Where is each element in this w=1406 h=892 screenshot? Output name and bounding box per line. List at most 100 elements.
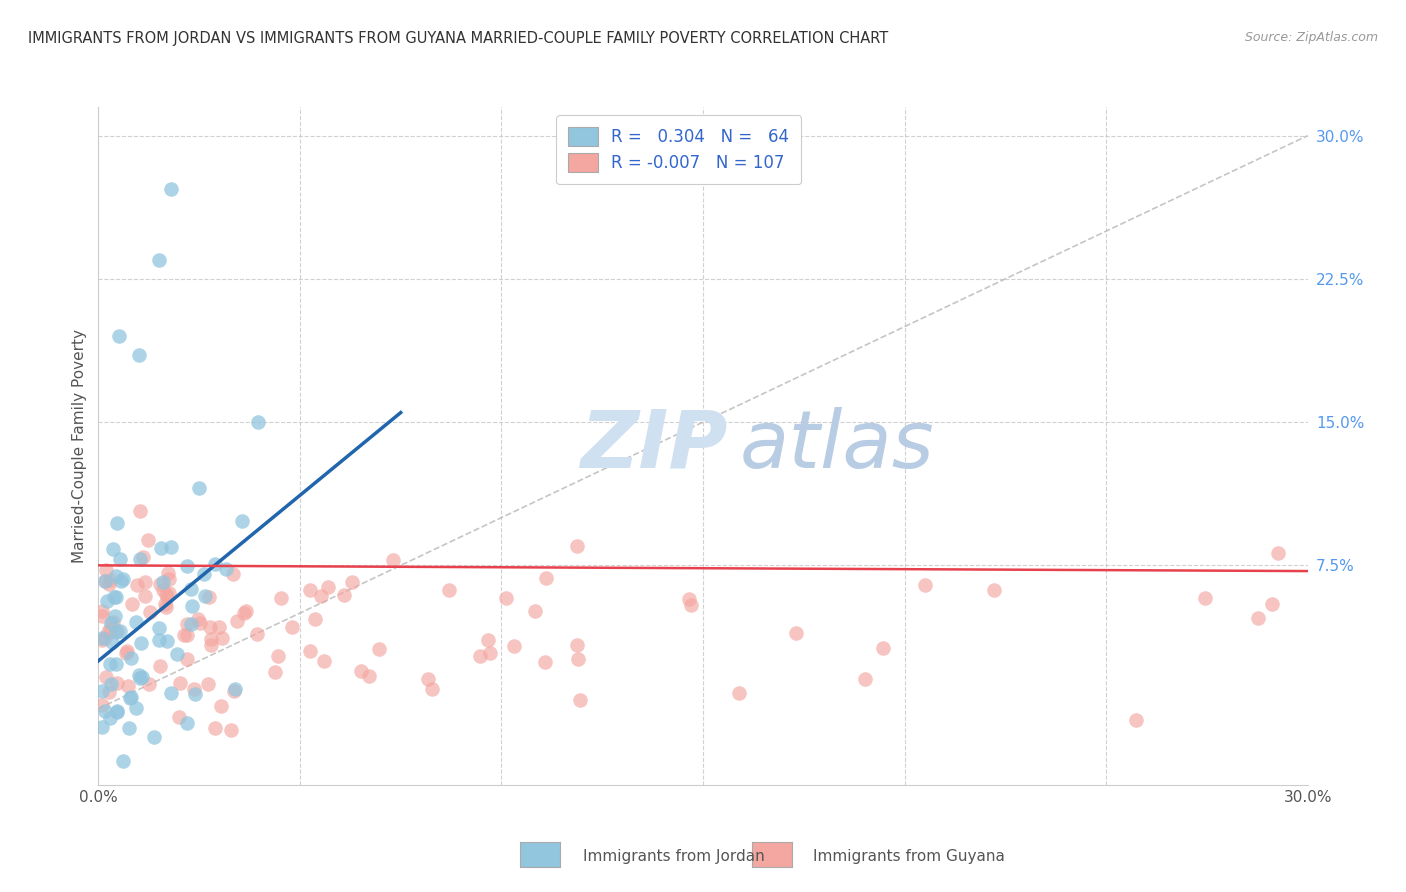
Point (983, 582, 1005, 597)
Point (304, 612, 326, 626)
Point (221, 723, 243, 737)
Point (173, 628, 195, 642)
Point (111, 754, 134, 768)
Point (136, 533, 159, 547)
Point (105, 705, 128, 719)
Point (96, 563, 118, 577)
Point (155, 600, 177, 615)
Point (124, 701, 146, 715)
Point (567, 638, 589, 652)
Point (534, 571, 557, 585)
Point (184, 687, 207, 701)
Point (100, 573, 122, 587)
Point (350, 665, 373, 679)
Point (103, 590, 125, 604)
Point (914, 578, 936, 592)
Point (183, 682, 205, 697)
Point (231, 514, 253, 528)
Point (91, 698, 114, 713)
Point (565, 539, 588, 553)
Point (148, 252, 170, 267)
Point (98, 621, 121, 635)
Point (94, 631, 117, 645)
Point (104, 657, 127, 672)
Point (270, 591, 292, 605)
Point (148, 621, 170, 635)
Point (94, 574, 117, 588)
Text: IMMIGRANTS FROM JORDAN VS IMMIGRANTS FROM GUYANA MARRIED-COUPLE FAMILY POVERTY C: IMMIGRANTS FROM JORDAN VS IMMIGRANTS FRO… (28, 31, 889, 46)
Point (110, 574, 132, 588)
Point (91, 633, 114, 648)
Point (94, 670, 117, 684)
Point (120, 690, 142, 705)
Point (180, 582, 202, 596)
Point (101, 541, 124, 556)
Text: atlas: atlas (740, 407, 934, 485)
Point (263, 665, 285, 679)
Point (159, 541, 181, 555)
Point (101, 635, 124, 649)
Point (785, 625, 807, 640)
Point (91, 720, 114, 734)
Point (128, 504, 150, 518)
Point (215, 562, 238, 576)
Point (340, 575, 363, 590)
Point (148, 632, 170, 647)
Point (114, 646, 136, 660)
Point (105, 516, 128, 530)
Point (149, 658, 172, 673)
Point (204, 721, 226, 735)
Point (333, 588, 356, 602)
Point (139, 605, 162, 619)
Point (180, 616, 202, 631)
Point (105, 590, 128, 604)
Point (281, 619, 304, 633)
Text: Immigrants from Jordan: Immigrants from Jordan (583, 849, 765, 863)
Point (121, 597, 143, 611)
Point (368, 642, 391, 657)
Point (1125, 713, 1147, 727)
Point (211, 631, 233, 645)
Point (160, 686, 183, 700)
Point (105, 624, 128, 638)
Point (131, 670, 153, 684)
Point (176, 558, 198, 573)
Point (204, 557, 226, 571)
Point (91, 684, 114, 698)
Point (197, 590, 219, 604)
Point (155, 587, 177, 601)
Point (96, 594, 118, 608)
Point (97, 576, 120, 591)
Text: Immigrants from Guyana: Immigrants from Guyana (813, 849, 1004, 863)
Point (110, 624, 132, 638)
Point (200, 638, 222, 652)
Point (176, 715, 198, 730)
Y-axis label: Married-Couple Family Poverty: Married-Couple Family Poverty (72, 329, 87, 563)
Point (495, 591, 517, 606)
Point (153, 598, 176, 612)
Point (156, 634, 179, 648)
Point (872, 640, 894, 655)
Point (105, 676, 128, 690)
Point (97, 685, 120, 699)
Point (382, 552, 405, 566)
Point (309, 590, 332, 604)
Point (176, 652, 198, 666)
Point (157, 566, 180, 580)
Point (299, 582, 322, 597)
Point (98, 657, 121, 671)
Text: Source: ZipAtlas.com: Source: ZipAtlas.com (1244, 31, 1378, 45)
Point (312, 654, 335, 668)
Point (132, 550, 155, 565)
Point (134, 574, 156, 589)
Point (477, 632, 499, 647)
Point (316, 580, 339, 594)
Point (142, 730, 165, 744)
Point (91, 609, 114, 624)
Point (91, 631, 114, 645)
Point (853, 673, 876, 687)
Point (104, 609, 127, 624)
Point (129, 671, 152, 685)
Point (118, 690, 141, 705)
Point (169, 676, 191, 690)
